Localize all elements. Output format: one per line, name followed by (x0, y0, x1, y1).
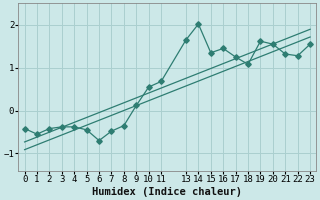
X-axis label: Humidex (Indice chaleur): Humidex (Indice chaleur) (92, 186, 242, 197)
